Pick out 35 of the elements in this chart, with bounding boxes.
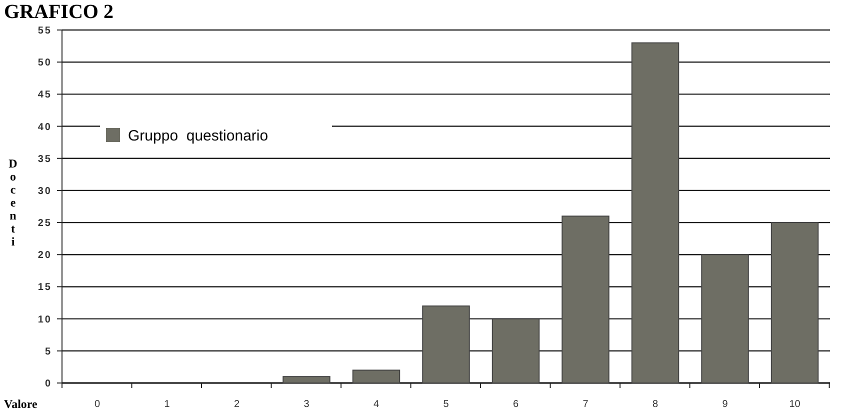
x-axis-title: Valore — [4, 397, 38, 411]
y-tick-label: 45 — [38, 90, 52, 101]
y-tick-label: 55 — [38, 26, 52, 36]
bar — [701, 254, 749, 384]
x-tick-label: 6 — [512, 399, 519, 410]
x-tick-label: 8 — [652, 399, 658, 410]
bar — [631, 42, 680, 384]
x-tick-label: 0 — [94, 399, 100, 410]
bar — [282, 376, 330, 384]
x-tick-label: 3 — [304, 399, 310, 410]
bar — [422, 305, 470, 384]
x-tick-label: 10 — [789, 399, 801, 410]
bar — [492, 318, 540, 384]
y-tick-label: 30 — [38, 186, 52, 197]
chart-title: GRAFICO 2 — [4, 1, 114, 23]
y-tick-label: 20 — [38, 250, 52, 262]
x-tick-label: 1 — [164, 399, 170, 410]
y-tick-label: 35 — [38, 154, 52, 165]
x-tick-label: 4 — [373, 399, 380, 410]
bar — [770, 222, 819, 384]
x-tick-label: 9 — [722, 399, 728, 410]
bar — [562, 216, 610, 384]
bar — [352, 370, 400, 384]
x-tick-label: 5 — [443, 399, 450, 410]
y-axis-title: Docenti — [8, 156, 18, 248]
y-tick-label: 25 — [38, 218, 52, 230]
y-tick-label: 5 — [44, 346, 52, 358]
y-tick-label: 0 — [44, 378, 52, 390]
x-tick-label: 2 — [234, 399, 240, 410]
y-tick-label: 10 — [38, 314, 52, 326]
y-tick-label: 15 — [38, 282, 52, 294]
legend-label: Gruppo questionario — [128, 127, 268, 144]
x-tick-label: 7 — [582, 399, 589, 410]
y-tick-label: 50 — [38, 58, 52, 69]
y-tick-label: 40 — [38, 122, 52, 133]
